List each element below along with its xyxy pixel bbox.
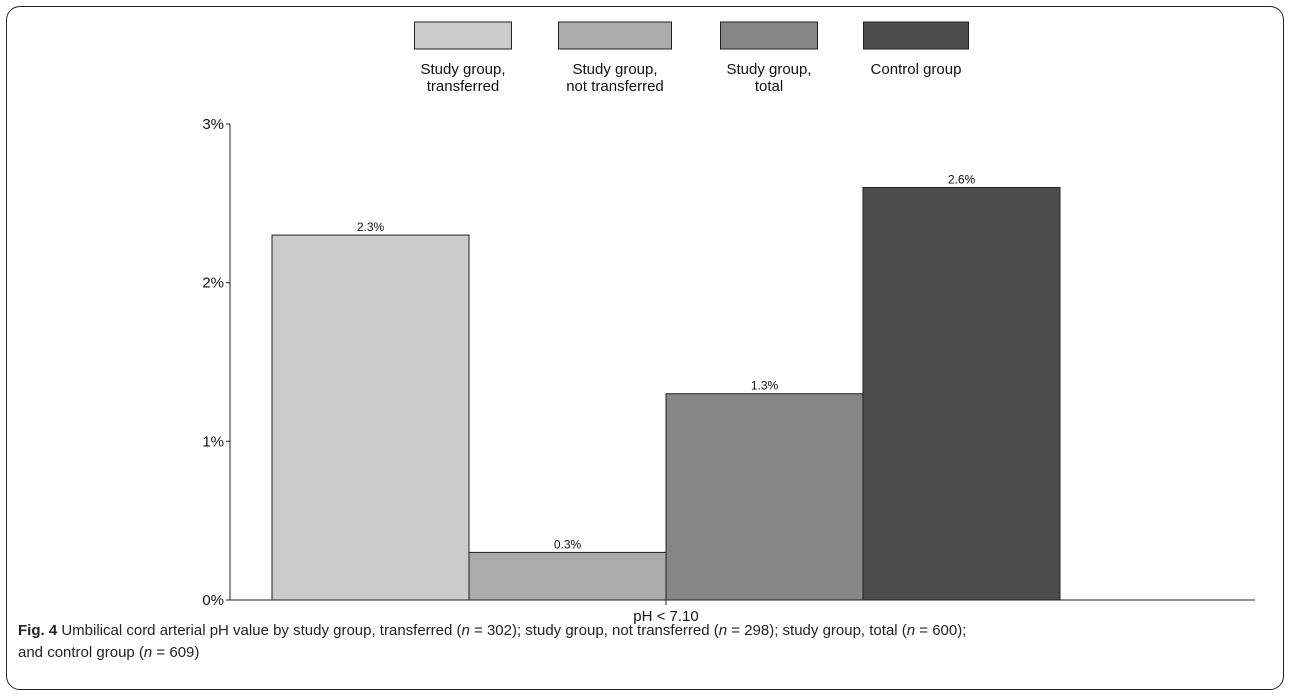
caption-eq-2: = 298); study group, total (: [727, 622, 907, 639]
legend-swatch: [863, 21, 969, 50]
figure-caption: Fig. 4 Umbilical cord arterial pH value …: [18, 620, 1268, 664]
legend-swatch: [414, 21, 512, 50]
legend-label: Control group: [871, 61, 962, 78]
bar: [665, 393, 864, 601]
caption-eq-4: = 609): [152, 644, 200, 661]
bar: [271, 234, 470, 601]
bar-value-label: 0.3%: [554, 537, 582, 551]
caption-n-4: n: [143, 644, 153, 661]
x-tick-label: pH < 7.10: [633, 608, 698, 625]
bar-value-label: 1.3%: [751, 379, 779, 393]
bar-value-label: 2.3%: [357, 220, 385, 234]
legend-label: Study group, transferred: [420, 61, 505, 95]
legend-label: Study group, total: [726, 61, 811, 95]
caption-text-2: and control group (: [18, 644, 144, 661]
legend-swatch: [558, 21, 672, 50]
bar: [862, 186, 1061, 601]
y-tick-label: 0%: [202, 592, 224, 609]
y-tick-label: 2%: [202, 275, 224, 292]
caption-eq-3: = 600);: [915, 622, 967, 639]
y-tick-label: 3%: [202, 116, 224, 133]
caption-text-1: Umbilical cord arterial pH value by stud…: [57, 622, 462, 639]
y-tick-label: 1%: [202, 433, 224, 450]
legend-swatch: [720, 21, 818, 50]
bar: [468, 551, 667, 601]
bar-value-label: 2.6%: [948, 172, 976, 186]
caption-n-1: n: [461, 622, 470, 639]
caption-n-2: n: [718, 622, 728, 639]
caption-fig-label: Fig. 4: [18, 622, 58, 639]
legend-label: Study group, not transferred: [566, 61, 664, 95]
caption-n-3: n: [906, 622, 916, 639]
caption-eq-1: = 302); study group, not transferred (: [469, 622, 719, 639]
